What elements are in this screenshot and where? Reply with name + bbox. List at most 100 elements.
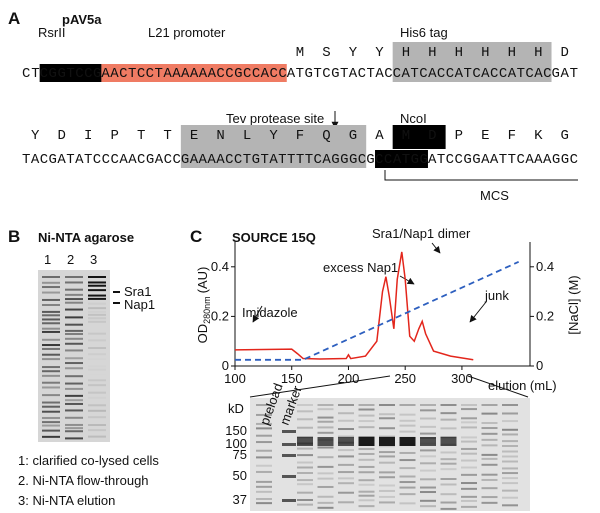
y2-tick-label: 0.4 [536, 259, 554, 274]
gel-band [420, 469, 436, 472]
gel-band [502, 467, 518, 470]
series-line [234, 251, 474, 361]
sequence: CCATGG [375, 152, 428, 168]
gel-band [256, 485, 272, 488]
sequence: ATGTCGTACTAC [287, 66, 393, 82]
gel-band [256, 456, 272, 459]
annotation: Imidazole [242, 305, 298, 320]
gel-band [481, 487, 498, 490]
gel-band [461, 408, 477, 411]
arrow [431, 242, 441, 254]
amino-acid: N [216, 128, 224, 144]
gel-band [88, 404, 106, 407]
gel-band [399, 404, 416, 406]
gel-band [317, 456, 334, 459]
gel-band [420, 499, 436, 502]
panel-label: B [8, 227, 20, 246]
gel-band [379, 471, 395, 474]
gel-band [297, 410, 313, 413]
gel-band [65, 409, 83, 412]
gel-band [461, 499, 477, 502]
y2-axis-label: [NaCl] (M) [566, 275, 581, 334]
gel-band [317, 416, 334, 419]
gel-band [282, 454, 296, 457]
sequence: CT [22, 66, 40, 82]
gel-band [88, 326, 106, 328]
sequence: CGGTCCG [40, 66, 102, 82]
gel-band [42, 347, 60, 350]
sequence: CATCACCATCACCATCAC [393, 66, 552, 82]
gel-band [502, 420, 518, 423]
gel-band [282, 430, 296, 433]
gel-band [42, 366, 60, 369]
gel-band [502, 472, 518, 475]
gel-band [65, 349, 83, 352]
marker-label: 50 [233, 468, 247, 483]
gel-band [420, 425, 436, 428]
gel-band [88, 281, 106, 284]
gel-band [358, 458, 375, 461]
feature-label: His6 tag [400, 25, 448, 40]
panel-a: A pAV5a RsrII L21 promoter His6 tag Tev … [8, 9, 578, 203]
gel-band [88, 294, 106, 297]
gel-band [461, 421, 477, 424]
gel-band [481, 432, 498, 435]
gel-band [481, 427, 498, 430]
gel-band [502, 455, 518, 458]
gel-band [338, 412, 354, 415]
amino-acid: D [561, 45, 569, 61]
sequence: ATCCGGAATTCAAAGGC [428, 152, 578, 168]
gel-band [256, 422, 272, 425]
gel-band [481, 404, 498, 406]
y-tick-label: 0.2 [211, 308, 229, 323]
gel-band [42, 318, 60, 321]
gel-band [440, 483, 457, 486]
gel-band [88, 384, 106, 387]
arrow [399, 275, 415, 285]
gel-band [42, 394, 60, 397]
gel-band [461, 436, 477, 439]
gel-band [88, 358, 106, 360]
gel-band [399, 419, 416, 422]
gel-band [420, 409, 436, 412]
x-axis-label: elution (mL) [488, 378, 557, 393]
gel-band [42, 291, 60, 294]
panel-label: C [190, 227, 202, 246]
gel-band [379, 413, 395, 416]
highlight [101, 64, 287, 82]
gel-band [338, 428, 354, 431]
amino-acid: D [428, 128, 436, 144]
gel-band [399, 502, 416, 505]
gel-band [461, 404, 477, 406]
gel-band [297, 404, 313, 406]
gel-band [379, 484, 395, 487]
gel-band [88, 429, 106, 432]
gel-band [481, 421, 498, 424]
gel-band [379, 476, 395, 479]
gel-band [297, 479, 313, 482]
gel-band [256, 470, 272, 473]
gel-band [65, 329, 83, 332]
highlight [392, 125, 446, 149]
gel-band [379, 501, 395, 504]
gel-band [481, 438, 498, 441]
gel-band [88, 435, 106, 438]
gel-band [65, 437, 83, 440]
gel-band [65, 293, 83, 296]
gel-band [338, 449, 354, 452]
annotation: junk [484, 288, 509, 303]
highlight [392, 42, 552, 82]
gel-band [65, 387, 83, 390]
gel-band [88, 307, 106, 310]
gel-band [317, 472, 334, 475]
gel-band [317, 495, 334, 498]
chart-title: SOURCE 15Q [232, 230, 316, 245]
amino-acid: A [375, 128, 384, 144]
gel-band [42, 421, 60, 424]
amino-acid: P [455, 128, 463, 144]
gel-band [88, 347, 106, 350]
gel-band [502, 489, 518, 492]
gel-band [297, 461, 313, 464]
gel-band [88, 416, 106, 419]
gel-band [65, 427, 83, 430]
